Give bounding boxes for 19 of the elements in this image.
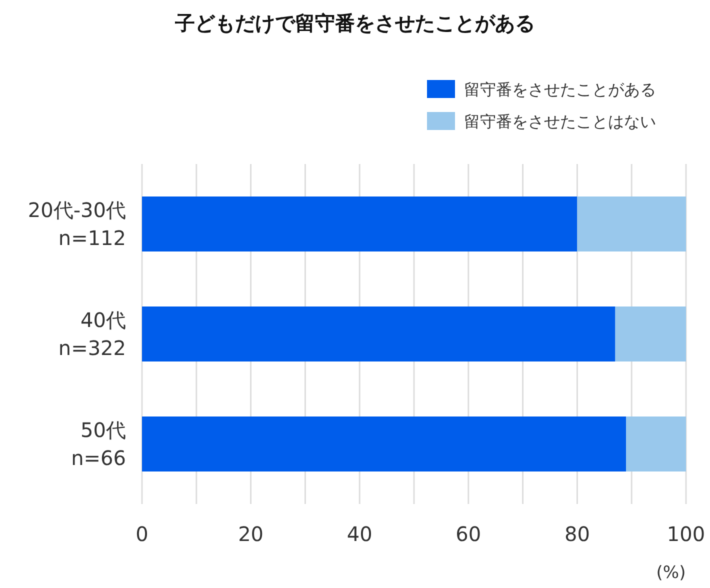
x-tick-label: 0 [136, 522, 148, 546]
x-tick-label: 60 [456, 522, 482, 546]
chart-title: 子どもだけで留守番をさせたことがある [174, 11, 535, 35]
bar [615, 306, 686, 362]
x-tick-label: 100 [666, 522, 706, 546]
bar [142, 416, 626, 472]
legend-label: 留守番をさせたことがある [464, 80, 656, 99]
y-tick-label: 40代 n=322 [58, 308, 126, 360]
x-axis-title: (%) [656, 563, 686, 583]
x-tick-label: 80 [564, 522, 590, 546]
x-tick-label: 20 [238, 522, 264, 546]
y-tick-label: 20代-30代 n=112 [28, 198, 126, 250]
bar [142, 306, 616, 362]
y-tick-label: 50代 n=66 [71, 418, 126, 470]
bar [626, 416, 686, 472]
x-tick-label: 40 [346, 522, 372, 546]
bar [577, 196, 686, 252]
legend-label: 留守番をさせたことはない [464, 112, 656, 131]
bar [142, 196, 578, 252]
